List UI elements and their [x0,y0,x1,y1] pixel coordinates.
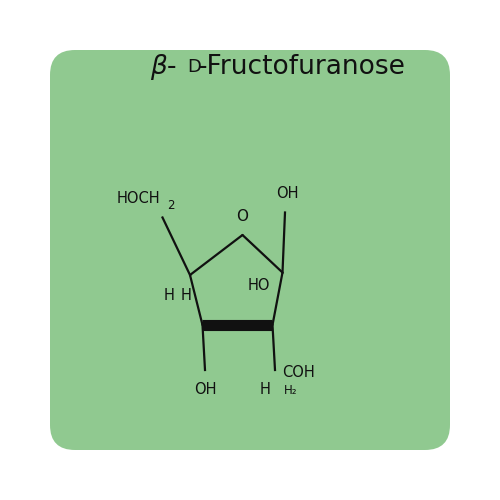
Text: HO: HO [248,278,270,292]
Text: H: H [180,288,192,304]
Text: H₂: H₂ [284,384,298,397]
Text: H: H [260,382,270,398]
Text: D: D [188,58,202,76]
Text: 2: 2 [168,200,175,212]
FancyBboxPatch shape [50,50,450,450]
Text: H: H [164,288,174,304]
Text: -Fructofuranose: -Fructofuranose [198,54,406,80]
Text: OH: OH [194,382,216,398]
Text: HOCH: HOCH [116,192,160,206]
Text: $\beta$-: $\beta$- [150,52,177,82]
Text: O: O [236,209,248,224]
Text: COH: COH [282,365,316,380]
Text: OH: OH [276,186,299,202]
